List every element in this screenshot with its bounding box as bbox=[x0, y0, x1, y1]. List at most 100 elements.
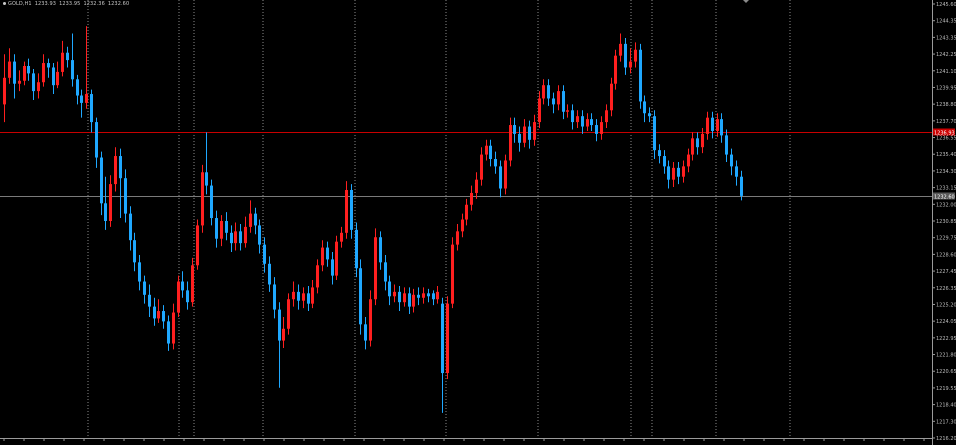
candle-body bbox=[706, 117, 709, 134]
price-tick-label: 1224.05 bbox=[936, 319, 956, 325]
open-value: 1233.93 bbox=[34, 1, 57, 7]
price-tick-label: 1228.60 bbox=[936, 252, 956, 258]
candle-body bbox=[379, 237, 382, 263]
candle-body bbox=[109, 184, 112, 221]
candle-body bbox=[80, 95, 83, 103]
candle-body bbox=[153, 306, 156, 319]
candle-body bbox=[167, 321, 170, 344]
price-tick-label: 1234.30 bbox=[936, 169, 956, 175]
candle-body bbox=[172, 312, 175, 344]
candle-body bbox=[398, 291, 401, 303]
candle-body bbox=[643, 101, 646, 114]
candle-body bbox=[499, 166, 502, 189]
current-price-tag-text: 1232.60 bbox=[934, 195, 955, 201]
candle-body bbox=[331, 259, 334, 276]
candle-body bbox=[162, 311, 165, 322]
candle-body bbox=[667, 166, 670, 180]
candle-body bbox=[244, 226, 247, 244]
price-tick-label: 1239.95 bbox=[936, 85, 956, 91]
price-tick-label: 1220.65 bbox=[936, 369, 956, 375]
candle-body bbox=[282, 328, 285, 341]
candle-body bbox=[124, 178, 127, 214]
candle-body bbox=[682, 166, 685, 177]
candle-body bbox=[205, 172, 208, 186]
candle-body bbox=[119, 156, 122, 179]
price-tick-label: 1244.35 bbox=[936, 19, 956, 25]
price-tick-label: 1243.35 bbox=[936, 35, 956, 41]
candle-body bbox=[562, 91, 565, 112]
chart-header: GOLD,H1 1233.93 1233.95 1232.36 1232.60 bbox=[3, 1, 132, 7]
candle-body bbox=[3, 77, 6, 105]
symbol-marker-icon bbox=[3, 2, 6, 5]
candle-body bbox=[100, 157, 103, 204]
candle-body bbox=[66, 52, 69, 61]
price-tick-label: 1229.75 bbox=[936, 236, 956, 242]
high-value: 1233.95 bbox=[59, 1, 81, 7]
candle-body bbox=[436, 291, 439, 300]
candle-body bbox=[547, 85, 550, 99]
candle-body bbox=[730, 154, 733, 167]
candle-body bbox=[408, 293, 411, 307]
candle-body bbox=[610, 83, 613, 111]
candle-body bbox=[552, 98, 555, 105]
candle-body bbox=[653, 116, 656, 151]
candle-body bbox=[412, 294, 415, 307]
candle-body bbox=[672, 167, 675, 180]
symbol-label: GOLD,H1 bbox=[8, 1, 32, 7]
candle-body bbox=[648, 113, 651, 117]
candle-body bbox=[663, 156, 666, 167]
candle-body bbox=[446, 303, 449, 374]
candle-body bbox=[576, 116, 579, 123]
candle-body bbox=[658, 150, 661, 157]
candle-body bbox=[263, 244, 266, 264]
candle-body bbox=[196, 225, 199, 266]
candle-body bbox=[311, 287, 314, 304]
candle-body bbox=[225, 221, 228, 233]
candle-body bbox=[177, 281, 180, 313]
price-tick-label: 1241.10 bbox=[936, 69, 956, 75]
candle-body bbox=[56, 71, 59, 86]
candle-body bbox=[687, 154, 690, 167]
candle-body bbox=[388, 281, 391, 297]
candle-body bbox=[133, 240, 136, 263]
candle-body bbox=[13, 61, 16, 84]
candle-body bbox=[90, 94, 93, 123]
candle-body bbox=[258, 225, 261, 245]
level-price-tag-text: 1236.93 bbox=[934, 131, 955, 137]
candle-body bbox=[542, 85, 545, 99]
candle-body bbox=[374, 237, 377, 300]
candle-body bbox=[148, 294, 151, 307]
candle-body bbox=[18, 80, 21, 84]
candle-body bbox=[557, 91, 560, 105]
candle-body bbox=[461, 219, 464, 232]
price-tick-label: 1238.80 bbox=[936, 102, 956, 108]
candle-body bbox=[326, 247, 329, 260]
price-tick-label: 1219.55 bbox=[936, 386, 956, 392]
price-tick-label: 1218.40 bbox=[936, 403, 956, 409]
candle-body bbox=[427, 293, 430, 297]
candle-body bbox=[76, 79, 79, 96]
candle-body bbox=[249, 213, 252, 227]
candle-body bbox=[456, 231, 459, 245]
candle-body bbox=[254, 213, 257, 226]
candle-body bbox=[278, 309, 281, 341]
candle-body bbox=[143, 281, 146, 295]
candle-body bbox=[475, 179, 478, 193]
candle-body bbox=[432, 293, 435, 300]
candle-body bbox=[523, 126, 526, 143]
candle-body bbox=[480, 154, 483, 180]
candle-body bbox=[42, 63, 45, 83]
candle-body bbox=[215, 218, 218, 239]
candle-body bbox=[307, 293, 310, 304]
candle-body bbox=[201, 172, 204, 226]
candle-body bbox=[509, 125, 512, 161]
candle-body bbox=[533, 122, 536, 140]
candle-body bbox=[287, 299, 290, 329]
candle-body bbox=[465, 204, 468, 220]
candle-body bbox=[513, 125, 516, 134]
current-price-tag bbox=[933, 192, 955, 200]
candle-body bbox=[417, 294, 420, 298]
candle-body bbox=[403, 293, 406, 303]
